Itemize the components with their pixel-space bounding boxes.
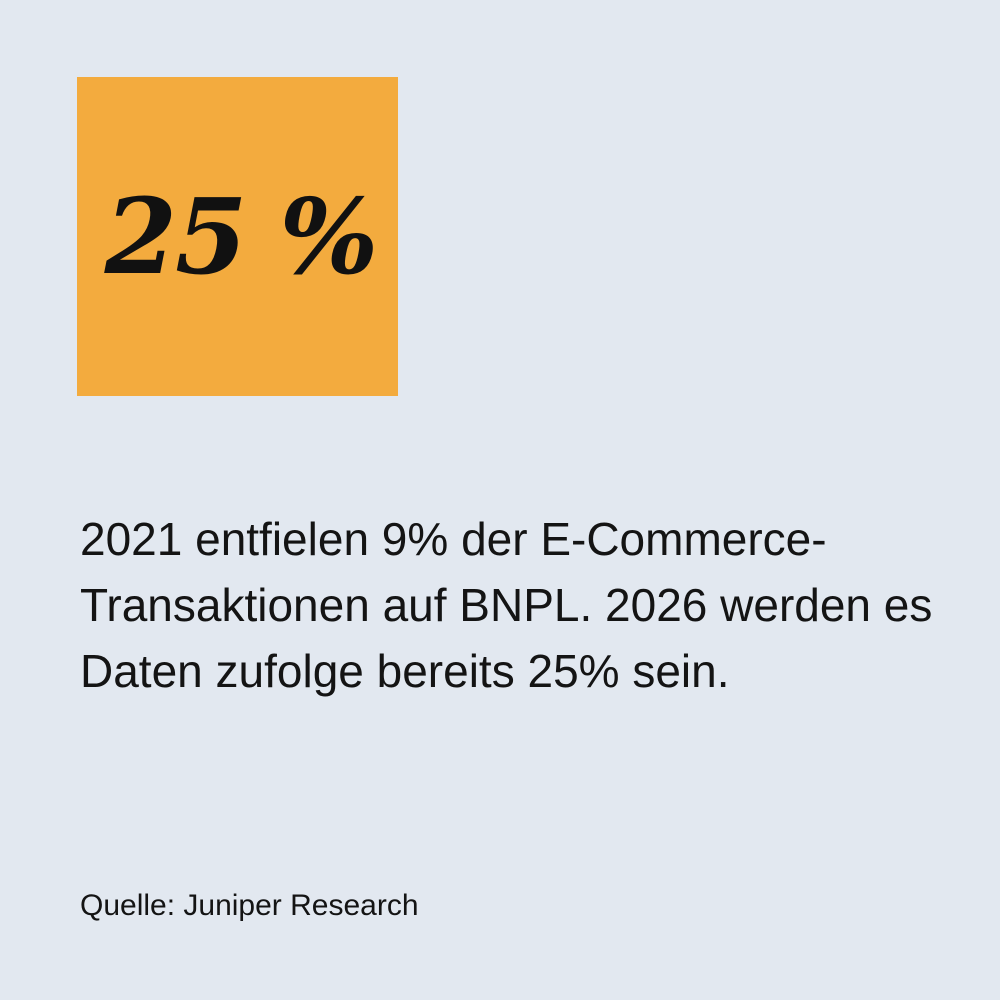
highlight-stat-value: 25 % [104, 174, 379, 298]
description-text: 2021 entfielen 9% der E-Commerce-Transak… [80, 513, 933, 697]
highlight-stat-box: 25 % [77, 77, 398, 396]
source-caption: Quelle: Juniper Research [80, 889, 419, 922]
